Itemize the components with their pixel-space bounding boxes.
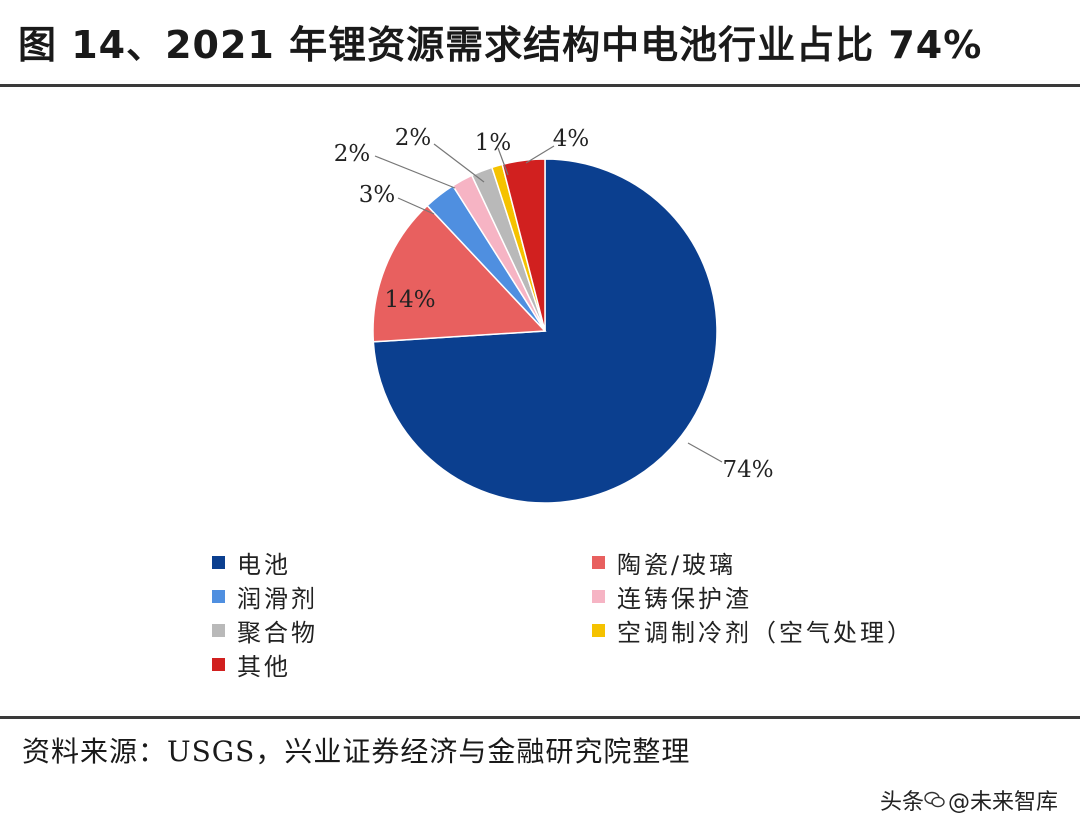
pie-chart: 74% 14% 3% 2% 2% 1% 4% bbox=[334, 125, 774, 504]
data-label-聚合物: 2% bbox=[395, 125, 432, 151]
legend-swatch bbox=[592, 624, 605, 637]
legend-swatch bbox=[212, 590, 225, 603]
legend-swatch bbox=[212, 624, 225, 637]
chart-title: 图 14、2021 年锂资源需求结构中电池行业占比 74% bbox=[18, 23, 983, 67]
legend-item-润滑剂: 润滑剂 bbox=[212, 579, 318, 614]
legend-label: 电池 bbox=[237, 551, 291, 579]
bottom-divider bbox=[0, 716, 1080, 719]
legend-item-陶瓷-玻璃: 陶瓷/玻璃 bbox=[592, 545, 736, 580]
leader-line-电池 bbox=[687, 442, 723, 463]
leader-line-连铸保护渣 bbox=[374, 155, 456, 189]
leader-line-空调制冷剂-空气处理- bbox=[497, 147, 509, 176]
data-label-其他: 4% bbox=[553, 126, 590, 152]
legend-label: 润滑剂 bbox=[237, 585, 318, 613]
data-label-润滑剂: 3% bbox=[359, 182, 396, 208]
legend-item-空调制冷剂-空气处理-: 空调制冷剂（空气处理） bbox=[592, 613, 914, 648]
data-label-连铸保护渣: 2% bbox=[334, 141, 371, 167]
legend-swatch bbox=[212, 556, 225, 569]
legend-item-聚合物: 聚合物 bbox=[212, 613, 318, 648]
data-label-电池: 74% bbox=[722, 457, 773, 483]
leader-line-其他 bbox=[525, 145, 555, 164]
wechat-logo-icon bbox=[924, 791, 945, 808]
watermark: 头条 @未来智库 bbox=[880, 784, 1058, 816]
legend-label: 陶瓷/玻璃 bbox=[617, 551, 737, 579]
data-label-空调制冷剂-空气处理-: 1% bbox=[475, 130, 512, 156]
legend-label: 聚合物 bbox=[237, 619, 318, 647]
legend-label: 连铸保护渣 bbox=[617, 585, 752, 613]
legend-label: 其他 bbox=[237, 653, 291, 681]
legend-item-其他: 其他 bbox=[212, 647, 291, 682]
legend-label: 空调制冷剂（空气处理） bbox=[617, 619, 914, 647]
legend-item-电池: 电池 bbox=[212, 545, 291, 580]
source-note: 资料来源：USGS，兴业证券经济与金融研究院整理 bbox=[22, 735, 691, 768]
pie-slice-其他 bbox=[501, 158, 546, 332]
data-label-陶瓷-玻璃: 14% bbox=[384, 287, 435, 313]
watermark-handle: @未来智库 bbox=[947, 790, 1058, 815]
leader-line-润滑剂 bbox=[397, 197, 435, 215]
top-divider bbox=[0, 84, 1080, 87]
legend-swatch bbox=[212, 658, 225, 671]
leader-line-聚合物 bbox=[433, 143, 485, 183]
legend-swatch bbox=[592, 556, 605, 569]
watermark-prefix: 头条 bbox=[879, 790, 924, 815]
pie-slice-陶瓷-玻璃 bbox=[372, 204, 547, 343]
legend-item-连铸保护渣: 连铸保护渣 bbox=[592, 579, 752, 614]
legend-swatch bbox=[592, 590, 605, 603]
